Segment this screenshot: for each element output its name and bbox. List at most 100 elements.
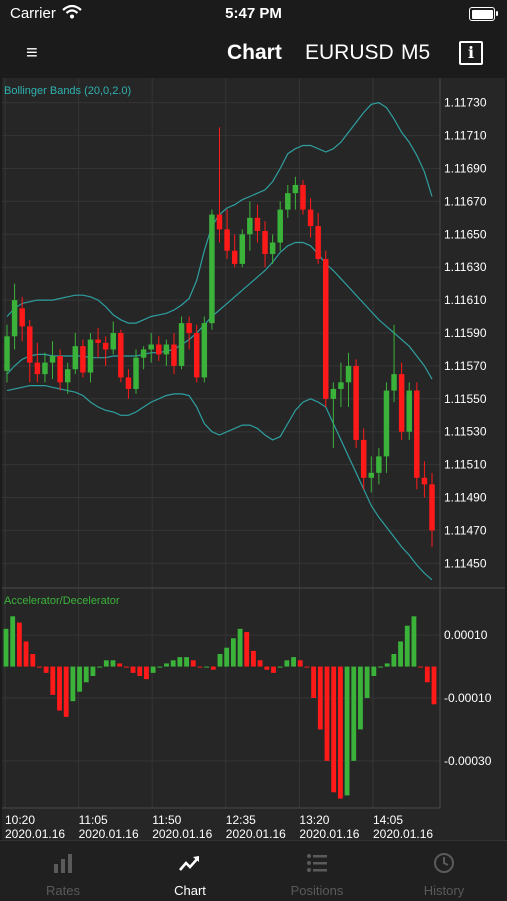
ac-bar: [190, 660, 196, 667]
chart-canvas[interactable]: Bollinger Bands (20,0,2.0) Accelerator/D…: [2, 78, 505, 841]
accelerator-label: Accelerator/Decelerator: [4, 595, 120, 607]
tab-label: History: [423, 883, 465, 898]
price-tick-label: 1.11450: [444, 556, 487, 570]
candle-body: [209, 214, 215, 324]
candle-body: [118, 333, 124, 378]
price-tick-label: 1.11710: [444, 129, 487, 143]
ac-bar: [77, 666, 82, 692]
candle-body: [133, 357, 139, 389]
price-tick-label: 1.11650: [444, 227, 487, 241]
tab-positions[interactable]: Positions: [254, 841, 380, 901]
candle-body: [11, 300, 18, 337]
candle-body: [148, 344, 154, 350]
ac-bar: [97, 666, 103, 668]
candle-body: [292, 184, 299, 194]
symbol-selector[interactable]: EURUSD: [305, 41, 394, 64]
ac-bar: [10, 616, 16, 667]
candle-body: [102, 342, 109, 350]
candle-body: [277, 209, 283, 243]
ac-bar: [358, 666, 363, 730]
candle-body: [398, 374, 405, 432]
tab-bar: Rates Chart Positions History: [0, 840, 507, 901]
ac-bar: [331, 666, 337, 793]
date-tick-label: 2020.01.16: [226, 827, 286, 840]
ac-tick-label: -0.00010: [444, 691, 492, 705]
candle-body: [110, 333, 116, 350]
candle-body: [376, 456, 382, 473]
tab-rates[interactable]: Rates: [0, 841, 126, 901]
list-icon: [307, 854, 327, 872]
price-tick-label: 1.11670: [444, 194, 487, 208]
tab-history[interactable]: History: [381, 841, 507, 901]
ac-bar: [210, 666, 216, 670]
candle-body: [391, 374, 397, 391]
hamburger-menu-icon[interactable]: ≡: [26, 42, 38, 64]
candle-body: [27, 326, 33, 363]
chart-area[interactable]: Bollinger Bands (20,0,2.0) Accelerator/D…: [2, 78, 505, 841]
bar-chart-icon: [54, 854, 72, 873]
tab-label: Rates: [46, 883, 80, 898]
tab-label: Chart: [174, 883, 206, 898]
time-tick-label: 11:05: [79, 813, 108, 827]
candle-body: [42, 362, 48, 375]
ac-bar: [144, 666, 149, 680]
ac-bar: [37, 666, 42, 668]
ac-bar: [384, 663, 390, 667]
candle-body: [247, 217, 253, 235]
time-tick-label: 11:50: [152, 813, 181, 827]
candle-body: [353, 365, 359, 440]
candle-body: [49, 356, 56, 363]
ac-bar: [83, 666, 89, 683]
ac-bar: [224, 647, 230, 667]
time-axis: 10:202020.01.1611:052020.01.1611:502020.…: [5, 813, 433, 841]
period-selector[interactable]: M5: [401, 41, 431, 64]
tab-chart[interactable]: Chart: [127, 841, 253, 901]
ac-bar: [230, 638, 236, 667]
bollinger-label: Bollinger Bands (20,0,2.0): [4, 85, 131, 97]
candle-body: [95, 339, 101, 343]
ac-bar: [277, 666, 283, 668]
candle-body: [323, 258, 329, 399]
price-tick-label: 1.11610: [444, 293, 487, 307]
price-tick-label: 1.11470: [444, 523, 487, 537]
candle-body: [171, 344, 177, 366]
candle-body: [360, 439, 367, 478]
candle-body: [57, 356, 63, 383]
ac-bar: [317, 666, 323, 730]
candle-body: [4, 336, 10, 371]
ac-bar: [271, 666, 276, 673]
candle-body: [87, 339, 94, 373]
ac-bar: [251, 650, 256, 667]
ac-bar: [23, 641, 29, 667]
ac-bar: [391, 654, 397, 667]
info-icon[interactable]: i: [459, 41, 483, 65]
ac-bar: [324, 666, 330, 761]
ac-bar: [90, 666, 96, 676]
battery-icon: [469, 7, 498, 21]
ac-bar: [117, 663, 123, 667]
ac-bar: [50, 666, 56, 695]
ac-bar: [244, 632, 250, 667]
date-tick-label: 2020.01.16: [152, 827, 212, 840]
candle-body: [64, 369, 71, 383]
candle-body: [414, 390, 420, 478]
ac-bar: [164, 663, 169, 667]
ac-bar: [103, 660, 109, 667]
candle-body: [163, 344, 170, 355]
ac-bar: [404, 625, 410, 667]
carrier-label: Carrier: [10, 5, 56, 22]
candle-body: [330, 388, 337, 399]
price-axis: 1.11730 1.11710 1.11690 1.11670 1.11650 1.116…: [444, 96, 487, 571]
ac-bar: [304, 666, 310, 668]
candle-body: [72, 346, 79, 370]
price-tick-label: 1.11730: [444, 96, 487, 110]
candle-body: [269, 242, 276, 255]
price-tick-label: 1.11570: [444, 359, 487, 373]
status-time: 5:47 PM: [225, 5, 282, 22]
bollinger-middle-line: [6, 241, 433, 380]
ac-bar: [63, 666, 69, 717]
candle-body: [201, 323, 208, 378]
candle-body: [406, 390, 412, 432]
candle-body: [216, 214, 223, 230]
candle-body: [429, 484, 435, 531]
